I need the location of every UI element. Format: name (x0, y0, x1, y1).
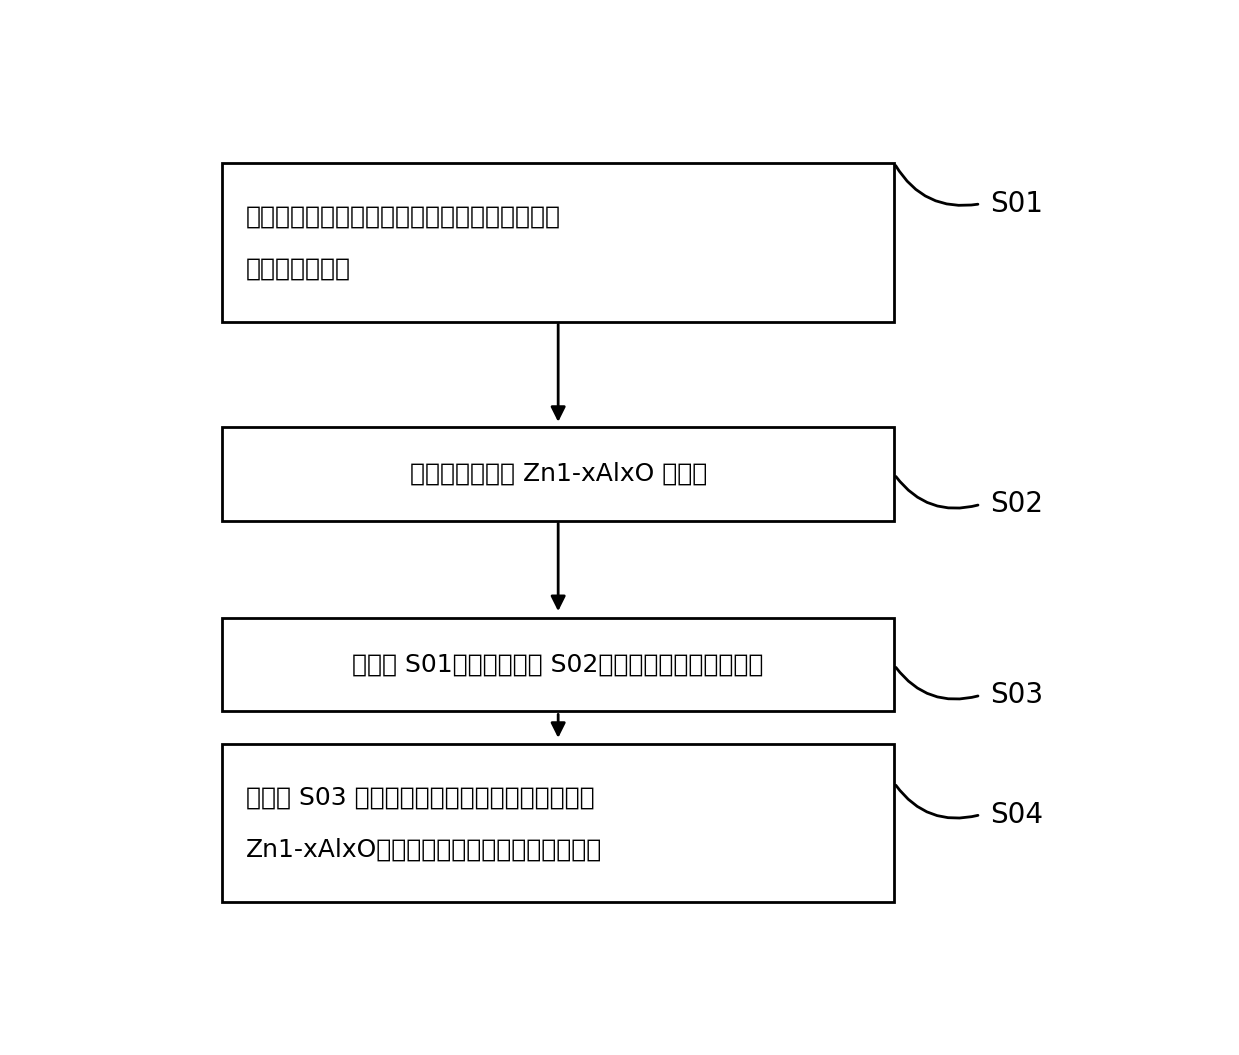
Text: S04: S04 (990, 801, 1043, 828)
Bar (222, 618, 895, 711)
Text: 将步骤 S01的胶体和步骤 S02的胶体混合形成混合胶体: 将步骤 S01的胶体和步骤 S02的胶体混合形成混合胶体 (352, 653, 764, 676)
Text: 制备导电氧化物 Zn1-xAlxO 的胶体: 制备导电氧化物 Zn1-xAlxO 的胶体 (410, 462, 706, 486)
Bar (222, 164, 895, 322)
Bar (222, 744, 895, 902)
Text: S01: S01 (990, 190, 1043, 217)
Text: 制备含有稀土元素钇和铕的胶体或者含有稀土元: 制备含有稀土元素钇和铕的胶体或者含有稀土元 (247, 205, 561, 228)
Text: 素钇和铽的胶体: 素钇和铽的胶体 (247, 256, 351, 281)
Bar (222, 427, 895, 520)
Text: S02: S02 (990, 491, 1043, 518)
Text: 将步骤 S03 的混合胶体镀膜得到含有导电氧化物: 将步骤 S03 的混合胶体镀膜得到含有导电氧化物 (247, 785, 595, 809)
Text: S03: S03 (990, 682, 1043, 709)
Text: Zn1-xAlxO的掺杂稀土元素的氧化钇发光薄膜: Zn1-xAlxO的掺杂稀土元素的氧化钇发光薄膜 (247, 838, 602, 861)
